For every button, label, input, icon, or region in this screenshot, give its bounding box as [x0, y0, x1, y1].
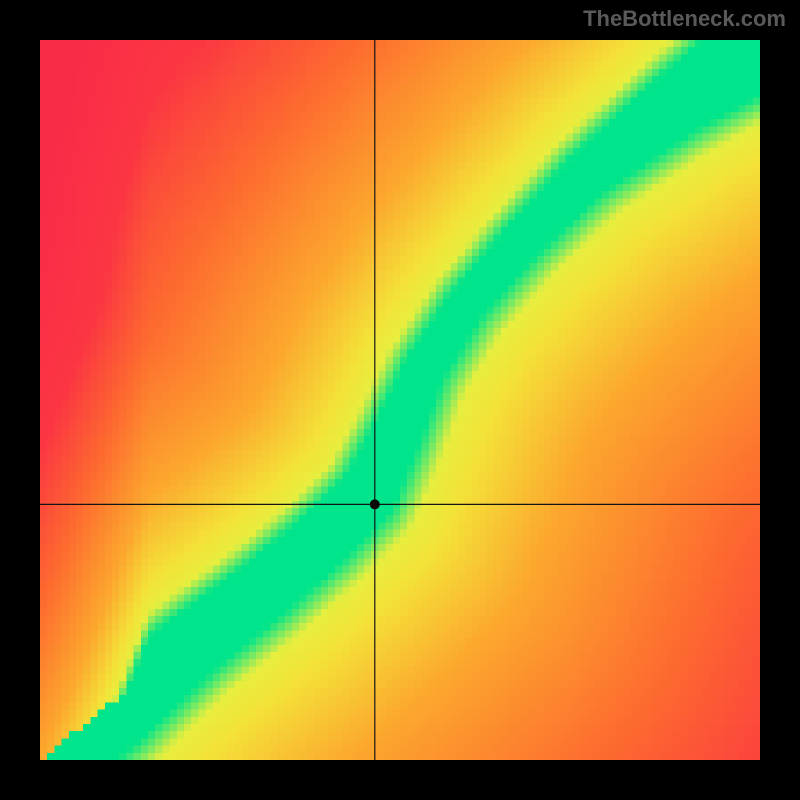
- heatmap-plot: [40, 40, 760, 760]
- watermark-text: TheBottleneck.com: [583, 6, 786, 32]
- heatmap-canvas: [40, 40, 760, 760]
- chart-frame: TheBottleneck.com: [0, 0, 800, 800]
